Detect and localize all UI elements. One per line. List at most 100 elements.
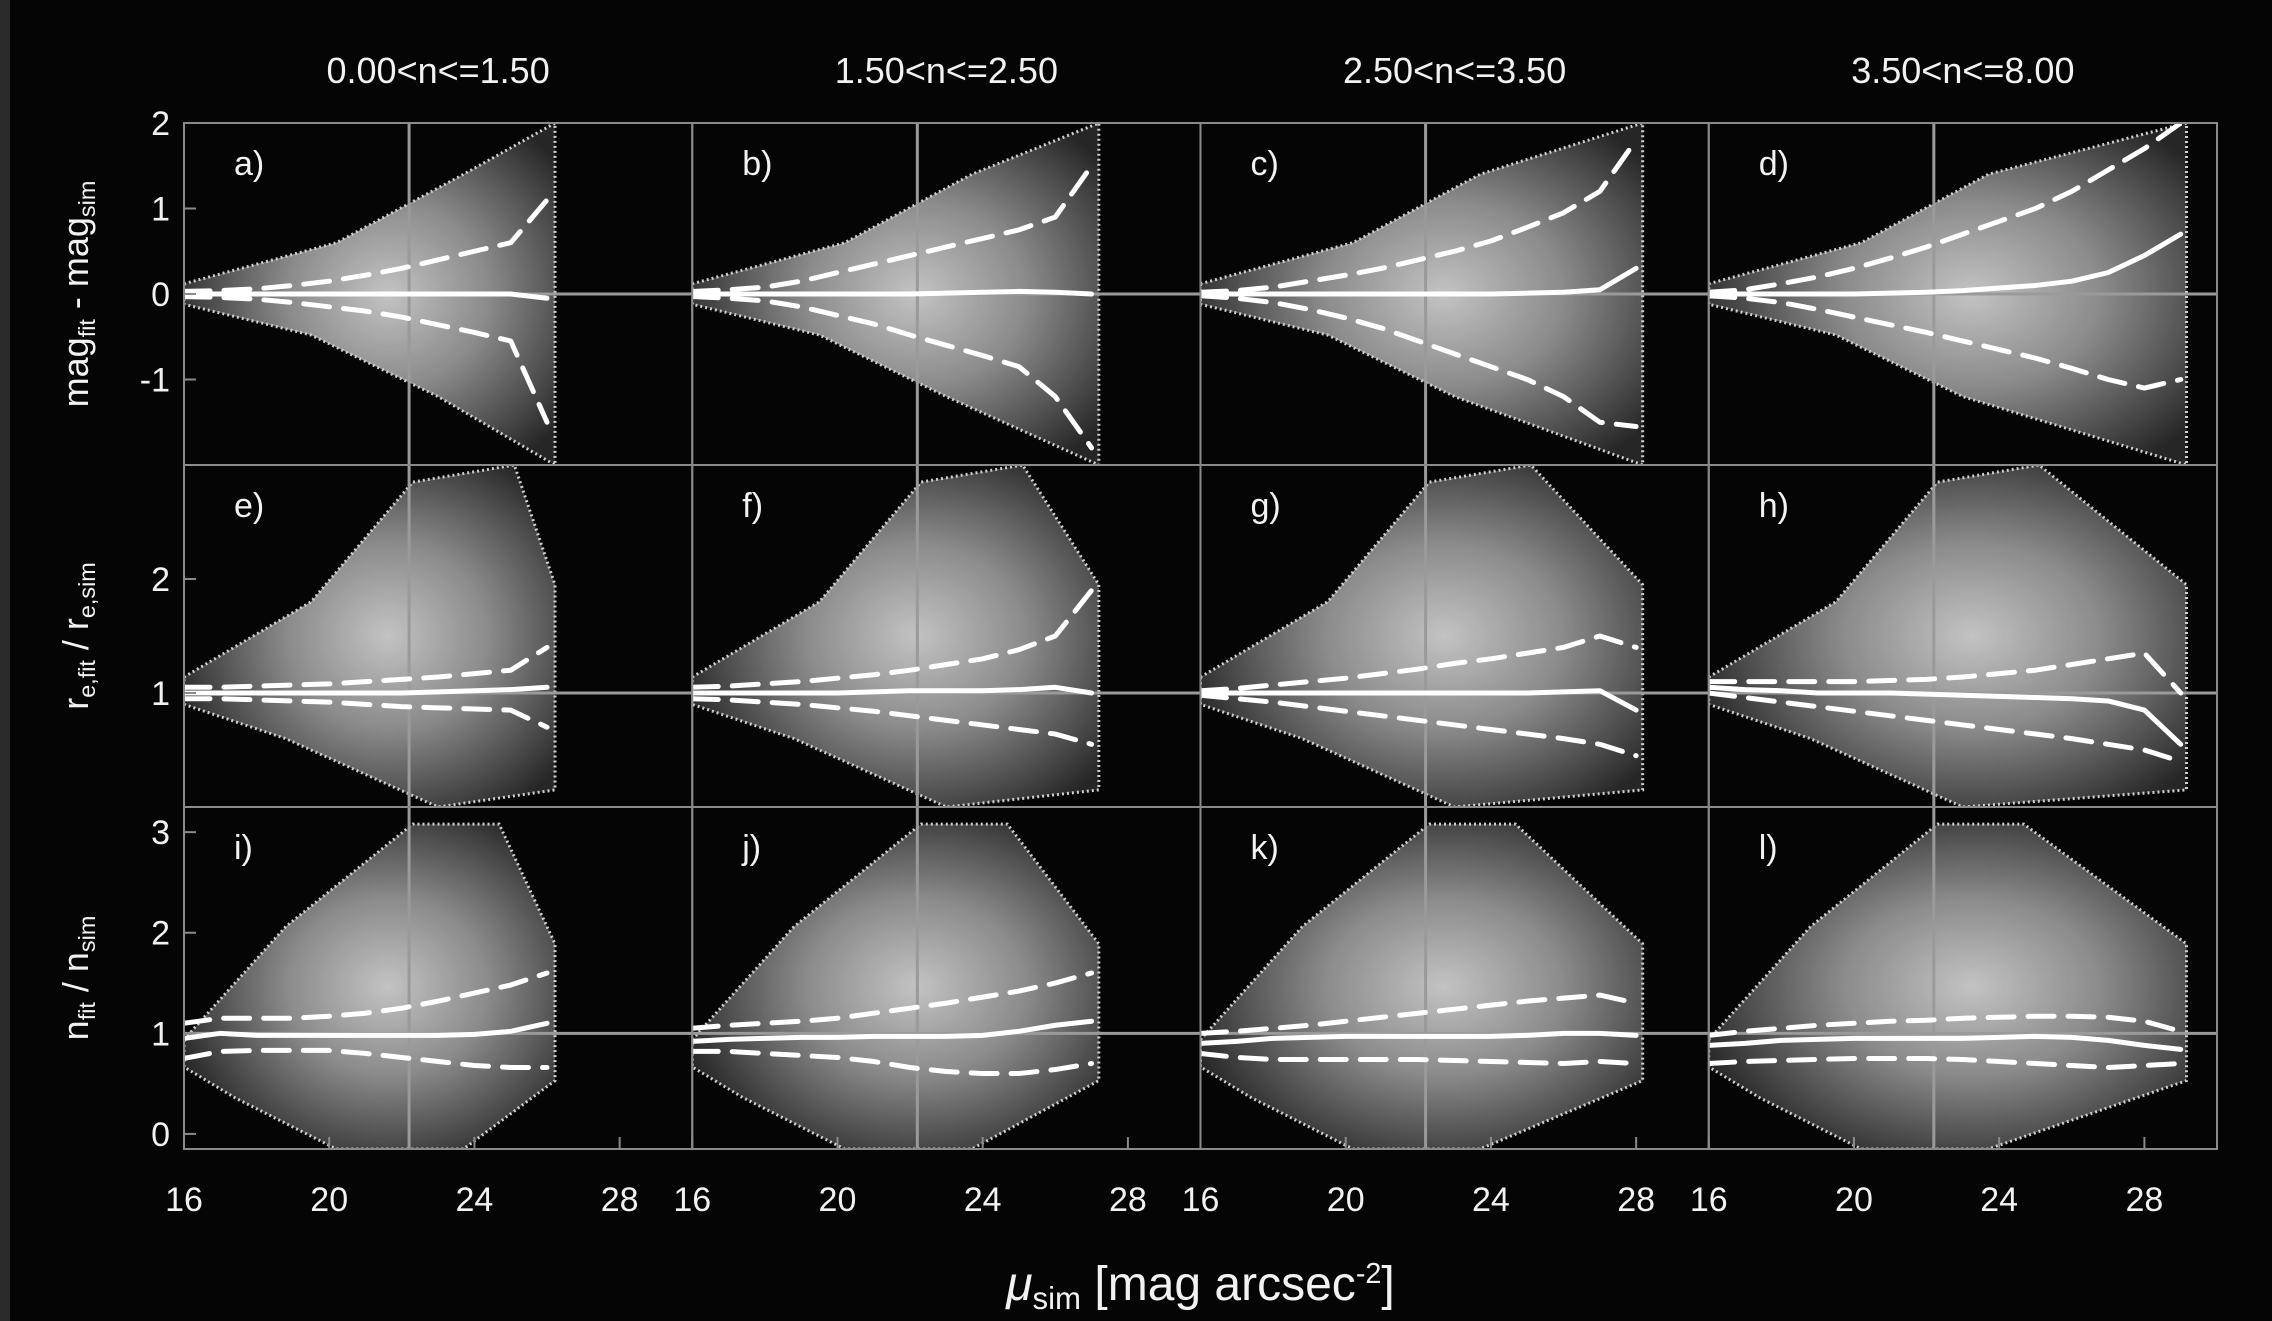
x-axis-label: μsim [mag arcsec-2] [1004, 1258, 1395, 1317]
label-part: - mag [55, 217, 96, 319]
label-part: mag [55, 337, 96, 407]
column-title: 1.50<n<=2.50 [835, 50, 1058, 91]
y-tick-label: 3 [151, 814, 170, 852]
plot-area [1708, 465, 2217, 807]
dashed-curve [1708, 1013, 2184, 1038]
panel: g) [1199, 464, 1710, 808]
dashed-curve [692, 163, 1095, 294]
dashed-curve [184, 970, 550, 1026]
panel-label: k) [1251, 829, 1279, 867]
panel-frame [1707, 806, 2218, 1150]
dashed-curve [1200, 137, 1639, 295]
label-part: fit [74, 1002, 100, 1021]
dashed-curve [1200, 692, 1639, 759]
dashed-curve [1708, 1055, 2184, 1071]
y-tick-label: 1 [151, 1015, 170, 1053]
x-tick-label: 16 [165, 1181, 203, 1219]
plot-area [184, 465, 693, 807]
panel-label: g) [1251, 487, 1281, 525]
x-tick-label: 28 [601, 1181, 639, 1219]
panel: d) 3.50<n<=8.00 [1707, 50, 2218, 466]
dashed-curve [692, 1048, 1095, 1077]
left-edge [0, 0, 10, 1321]
panel: b) 1.50<n<=2.50 [691, 50, 1202, 466]
median-curve [692, 288, 1095, 297]
median-curve [184, 291, 550, 301]
y-tick-label: 1 [151, 191, 170, 229]
plot-area [184, 807, 693, 1149]
label-part: sim [74, 916, 100, 952]
panel-label: f) [742, 487, 763, 525]
label-part: fit [74, 319, 100, 338]
x-tick-label: 28 [2125, 1181, 2163, 1219]
plot-area [184, 123, 693, 465]
label-part: μ [1004, 1258, 1032, 1311]
dashed-curve [692, 587, 1095, 690]
median-curve [1200, 265, 1639, 297]
y-axis-label: nfit / nsim [55, 916, 100, 1041]
panel: a) 0.00<n<=1.50 -1 0 1 2 magfit - magsim [55, 50, 694, 466]
panel-label: h) [1759, 487, 1789, 525]
column-title: 0.00<n<=1.50 [327, 50, 550, 91]
x-tick-label: 16 [1690, 1181, 1728, 1219]
x-tick-label: 24 [964, 1181, 1002, 1219]
column-title: 2.50<n<=3.50 [1343, 50, 1566, 91]
density-cloud [184, 465, 557, 807]
dashed-curve [184, 294, 550, 425]
label-part: sim [1033, 1281, 1082, 1316]
x-tick-label: 24 [456, 1181, 494, 1219]
label-part: r [55, 698, 96, 710]
plot-area [1200, 807, 1709, 1149]
y-tick-label: 1 [151, 675, 170, 713]
density-cloud [1708, 822, 2189, 1149]
y-axis-label: re,fit / re,sim [55, 562, 100, 710]
dashed-curve [1708, 650, 2184, 696]
density-cloud [692, 822, 1101, 1149]
label-part: / r [55, 618, 96, 660]
x-tick-label: 20 [1835, 1181, 1873, 1219]
plot-area [1200, 465, 1709, 807]
panel: f) [691, 464, 1202, 808]
y-tick-label: 0 [151, 1116, 170, 1154]
panel: e) 1 2 re,fit / re,sim [55, 464, 694, 808]
panel-label: d) [1759, 145, 1789, 183]
plot-area [692, 123, 1201, 465]
column-title: 3.50<n<=8.00 [1851, 50, 2074, 91]
dashed-curve [1708, 293, 2184, 391]
label-part: -2 [1356, 1258, 1382, 1290]
label-part: e,sim [74, 562, 100, 618]
density-cloud [692, 465, 1101, 807]
panel: h) [1707, 464, 2218, 808]
label-part: n [55, 1020, 96, 1040]
panel-label: i) [234, 829, 253, 867]
y-axis-label: magfit - magsim [55, 181, 100, 408]
median-curve [692, 684, 1095, 696]
panel-label: l) [1759, 829, 1778, 867]
dashed-curve [184, 644, 550, 690]
label-part: sim [74, 181, 100, 217]
panel-label: c) [1251, 145, 1279, 183]
x-tick-label: 16 [1182, 1181, 1220, 1219]
density-cloud [1708, 465, 2189, 807]
dashed-curve [1200, 992, 1639, 1036]
x-tick-label: 20 [1327, 1181, 1365, 1219]
dashed-curve [1200, 293, 1639, 430]
panel-label: e) [234, 487, 264, 525]
y-tick-label: 2 [151, 561, 170, 599]
density-cloud [184, 822, 557, 1149]
dashed-curve [184, 197, 550, 294]
y-tick-label: 2 [151, 915, 170, 953]
label-part: e,fit [74, 660, 100, 698]
median-curve [1708, 1033, 2184, 1052]
density-cloud [1200, 822, 1645, 1149]
plot-area [1708, 807, 2217, 1149]
label-part: [mag arcsec [1081, 1258, 1356, 1311]
dashed-curve [692, 970, 1095, 1031]
median-curve [184, 684, 550, 696]
label-part: ] [1381, 1258, 1394, 1311]
panel-label: j) [741, 829, 761, 867]
dashed-curve [692, 696, 1095, 747]
dashed-curve [1200, 1050, 1639, 1066]
plot-area [1200, 123, 1709, 465]
